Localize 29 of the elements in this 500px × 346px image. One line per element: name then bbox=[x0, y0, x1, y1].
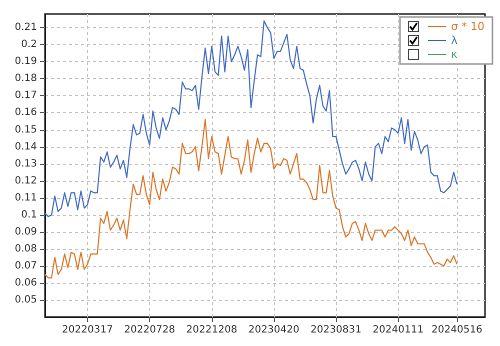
legend-label: κ bbox=[451, 48, 458, 61]
y-tick-label: 0.21 bbox=[14, 22, 37, 34]
legend-label: λ bbox=[451, 34, 458, 47]
x-tick-label: 20240516 bbox=[432, 324, 482, 336]
y-tick-label: 0.08 bbox=[14, 243, 37, 254]
x-tick-label: 20240111 bbox=[372, 324, 424, 336]
y-tick-label: 0.09 bbox=[14, 226, 37, 238]
x-tick-label: 20221208 bbox=[186, 324, 238, 336]
y-tick-label: 0.06 bbox=[14, 277, 37, 288]
y-tick-label: 0.2 bbox=[21, 39, 37, 50]
line-series bbox=[44, 20, 458, 218]
y-tick-label: 0.19 bbox=[14, 56, 37, 68]
x-tick-label: 20230831 bbox=[310, 324, 362, 336]
x-tick-label: 20230420 bbox=[248, 324, 300, 336]
y-tick-label: 0.13 bbox=[14, 158, 37, 170]
y-tick-label: 0.14 bbox=[14, 141, 37, 152]
y-tick-label: 0.15 bbox=[14, 124, 37, 136]
y-tick-label: 0.17 bbox=[14, 90, 37, 102]
y-tick-label: 0.18 bbox=[14, 73, 37, 84]
y-tick-label: 0.07 bbox=[14, 260, 37, 272]
y-tick-label: 0.05 bbox=[14, 294, 37, 306]
x-tick-label: 20220728 bbox=[124, 324, 176, 336]
legend-label: σ * 10 bbox=[451, 20, 484, 33]
y-tick-label: 0.16 bbox=[14, 107, 37, 118]
y-tick-label: 0.11 bbox=[14, 192, 37, 204]
x-tick-label: 20220317 bbox=[62, 324, 113, 336]
y-tick-label: 0.12 bbox=[14, 175, 37, 186]
line-series bbox=[44, 118, 458, 278]
y-tick-label: 0.1 bbox=[21, 209, 37, 220]
